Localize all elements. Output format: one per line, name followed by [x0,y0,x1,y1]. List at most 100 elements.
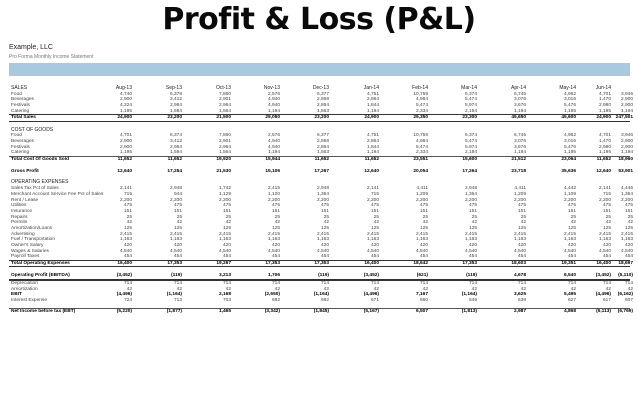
line-item-row: Fuel / Transportation 1,163 1,163 1,163 1,16… [9,237,633,243]
line-item-row: Rent / Lease 2,200 2,200 2,200 2,200 2,200 2,2… [9,197,633,204]
line-item-row: Festivals 4,224 2,984 2,964 4,940 2,864 1,844 5… [9,103,633,109]
row-value: 25 [627,214,633,220]
row-value: 42 [605,286,611,292]
row-value: 24,900 [364,115,379,121]
row-value: 649 [468,298,477,303]
row-value: 2,900 [119,144,132,150]
row-value: 21,512 [511,157,526,163]
row-value: 2,987 [513,308,526,314]
row-value: 6,745 [513,91,526,97]
row-value: 17,353 [462,261,477,267]
row-value: 4,984 [415,97,428,103]
row-value: (4,496) [595,292,611,298]
row-value: 420 [320,243,329,248]
row-value: 4,962 [563,91,576,97]
row-value: 24,900 [117,115,132,121]
row-value: 475 [468,203,477,209]
row-value: 1,163 [415,237,428,243]
row-value: 42 [422,286,428,292]
row-value: 660 [419,298,428,303]
row-value: (1,164) [461,292,477,298]
row-value: 42 [520,286,526,292]
line-item-row: Festivals 2,900 2,984 2,964 4,940 2,864 1,844 5… [9,144,633,151]
row-value: 2,194 [464,108,477,114]
row-value: 18,603 [511,261,526,267]
section-header: OPERATING EXPENSES [9,180,630,186]
row-value: (2,650) [264,292,280,298]
row-value: 6,745 [513,133,526,139]
row-value: 714 [602,280,611,286]
row-value: 25 [274,214,280,220]
row-value: 2,980 [598,144,611,150]
line-item-row: Advertising 2,415 2,415 2,415 2,415 2,415 2,41… [9,231,633,238]
row-value: 2,415 [620,231,633,237]
row-value: 1,364 [316,191,329,197]
row-value: 4,701 [598,91,611,97]
row-value: 29,050 [265,115,280,121]
row-value: 2,200 [464,197,477,203]
line-item-row: Beverages 2,900 3,412 2,901 4,940 2,868 2,864 4… [9,139,633,145]
row-value: 25 [323,214,329,220]
row-value: 2,980 [598,103,611,109]
row-label: Food [11,133,22,139]
row-value: 42 [225,220,231,226]
row-value: 2,415 [513,231,526,237]
row-value: 4,701 [119,133,132,139]
row-value: 714 [624,280,633,286]
row-value: 6,540 [563,273,576,279]
row-value: 151 [271,208,280,214]
total-row: Total Cost Of Goods Sold 11,652 11,652 19,9… [9,156,633,163]
row-label: Festivals [11,144,30,150]
row-value: 2,900 [620,103,633,109]
row-value: 53,901 [618,168,633,174]
row-value: 2,900 [620,144,633,150]
row-value: 6,507 [415,308,428,314]
row-value: 19,351 [561,261,576,267]
row-value: 4,751 [366,91,379,97]
row-value: 4,868 [563,308,576,314]
row-value: 2,141 [366,186,379,192]
row-value: 7,167 [415,292,428,298]
row-value: 11,652 [364,157,379,163]
row-value: 607 [624,298,633,303]
row-value: 151 [370,208,379,214]
line-item-row: Payroll Taxes 454 454 454 454 454 454 454 454 454… [9,254,633,260]
row-value: 2,901 [218,139,231,144]
row-value: 475 [320,203,329,209]
row-value: (119) [318,273,329,279]
row-value: 2,415 [563,231,576,237]
row-value: 1,194 [267,150,280,156]
row-value: 11,652 [167,157,182,163]
row-value: 151 [517,208,526,214]
row-value: 23,200 [167,115,182,121]
month-header: Nov-13 [263,85,280,91]
row-value: 454 [370,254,379,260]
row-value: 23,551 [413,157,428,163]
row-value: 1,163 [218,237,231,243]
row-value: 2,415 [366,231,379,237]
row-value: 42 [373,286,379,292]
row-value: 4,540 [563,248,576,254]
row-value: 454 [222,254,231,260]
row-label: Sales Tax Pct of Sales [11,186,59,192]
row-value: 5,474 [415,144,428,150]
row-value: 3,076 [513,97,526,103]
row-label: OPERATING EXPENSES [11,179,69,186]
row-value: 4,751 [366,133,379,139]
row-value: 25 [605,214,611,220]
row-value: 4,540 [366,248,379,254]
row-value: 2,200 [366,197,379,203]
row-value: (119) [171,273,182,279]
row-value: 1,195 [598,150,611,156]
row-value: 10,759 [413,91,428,97]
row-value: 125 [468,225,477,231]
row-value: 420 [271,243,280,248]
row-value: 454 [517,254,526,260]
row-value: 714 [320,280,329,286]
row-value: 1,163 [598,237,611,243]
row-value: 23,718 [511,168,526,174]
row-label: Beverages [11,139,34,144]
row-value: 420 [370,243,379,248]
row-value: 4,962 [563,133,576,139]
row-label: Operating Profit (EBITDA) [11,273,70,279]
